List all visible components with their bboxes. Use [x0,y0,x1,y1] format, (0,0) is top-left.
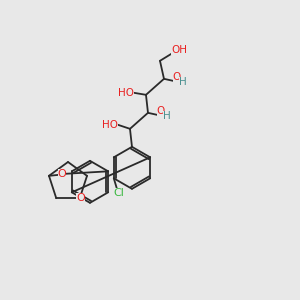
Text: H: H [179,77,187,87]
Text: H: H [163,111,171,121]
Text: O: O [58,169,66,179]
Text: HO: HO [102,120,118,130]
Text: O: O [76,193,85,203]
Text: OH: OH [171,45,187,55]
Text: Cl: Cl [113,188,124,198]
Text: O: O [157,106,165,116]
Text: O: O [173,72,181,82]
Text: HO: HO [118,88,134,98]
